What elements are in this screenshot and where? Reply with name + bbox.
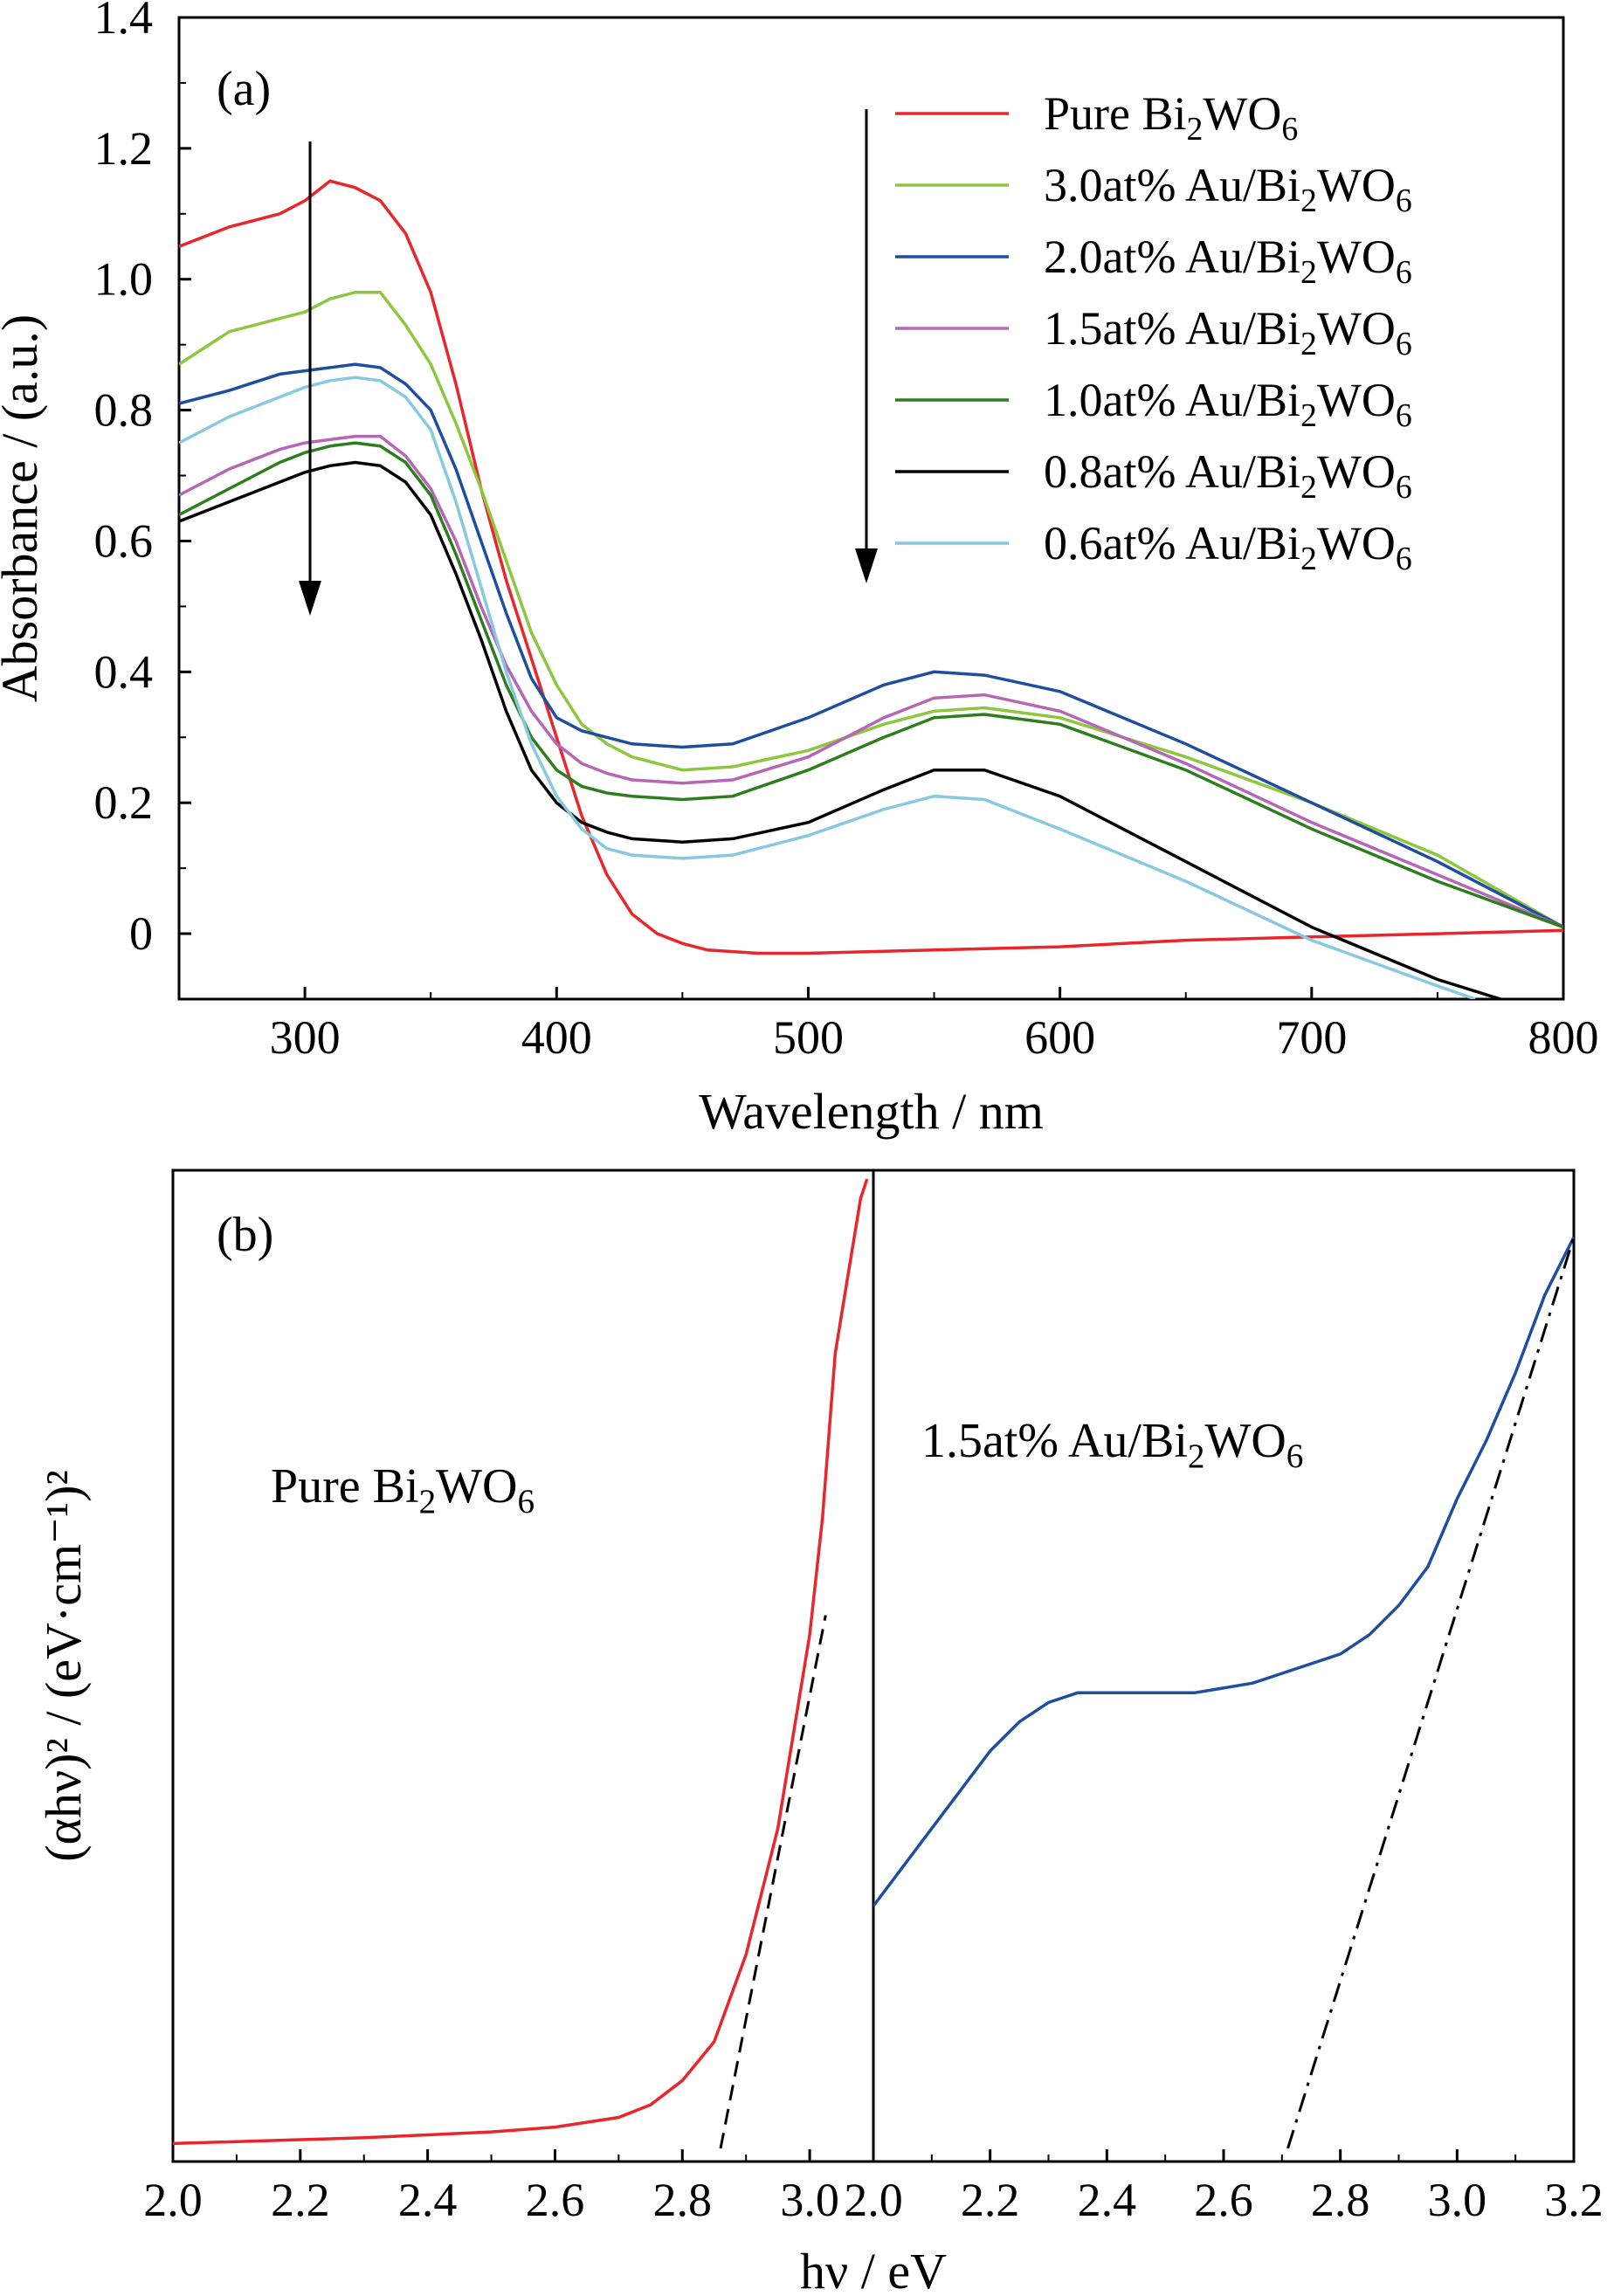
annotation-doped: 1.5at% Au/Bi2WO6 bbox=[921, 1414, 1303, 1475]
y-tick-label: 1.4 bbox=[94, 0, 154, 44]
x-tick-label: 400 bbox=[521, 1011, 592, 1064]
legend-label: 0.6at% Au/Bi2WO6 bbox=[1044, 517, 1412, 577]
legend-label: 3.0at% Au/Bi2WO6 bbox=[1044, 159, 1412, 219]
arrow-head bbox=[855, 548, 878, 583]
x-tick-label: 800 bbox=[1528, 1011, 1599, 1064]
series-line bbox=[179, 362, 1563, 929]
tangent-line bbox=[1286, 1237, 1574, 2149]
x-tick-label: 2.4 bbox=[398, 2174, 458, 2226]
series-line bbox=[179, 376, 1476, 999]
panel-b-x-axis-title: hν / eV bbox=[800, 2243, 947, 2296]
panel-a-label: (a) bbox=[217, 62, 271, 116]
y-tick-label: 0.2 bbox=[94, 776, 154, 829]
panel-b-y-axis-title: (αhν)² / (eV·cm⁻¹)² bbox=[35, 1470, 92, 1862]
x-tick-label: 2.6 bbox=[526, 2174, 585, 2226]
series-line bbox=[179, 290, 1563, 929]
x-tick-label: 2.8 bbox=[1311, 2174, 1370, 2226]
y-tick-label: 1.2 bbox=[94, 122, 154, 175]
panel-b-annotations: Pure Bi2WO6 1.5at% Au/Bi2WO6 bbox=[271, 1414, 1303, 1520]
x-tick-label: 2.0 bbox=[143, 2174, 203, 2226]
x-tick-label: 2.6 bbox=[1194, 2174, 1253, 2226]
x-tick-label: 2.0 bbox=[844, 2174, 903, 2226]
series-line bbox=[173, 1178, 869, 2146]
tangent-line bbox=[719, 1615, 827, 2149]
panel-a-x-axis-title: Wavelength / nm bbox=[699, 1083, 1044, 1140]
panel-a-legend: Pure Bi2WO6 3.0at% Au/Bi2WO6 2.0at% Au/Bi2… bbox=[895, 87, 1412, 577]
x-tick-label: 3.0 bbox=[780, 2174, 839, 2226]
series-line bbox=[873, 1236, 1574, 1907]
x-tick-label: 2.2 bbox=[961, 2174, 1020, 2226]
panel-a-arrows bbox=[299, 109, 878, 616]
x-tick-label: 2.2 bbox=[271, 2174, 330, 2226]
x-tick-label: 300 bbox=[270, 1011, 341, 1064]
x-tick-label: 3.2 bbox=[1544, 2174, 1604, 2226]
y-tick-label: 0.6 bbox=[94, 514, 154, 567]
y-tick-label: 0 bbox=[129, 907, 153, 960]
x-tick-label: 2.8 bbox=[653, 2174, 713, 2226]
legend-label: 2.0at% Au/Bi2WO6 bbox=[1044, 231, 1412, 291]
panel-a-series bbox=[179, 179, 1563, 999]
panel-b: 2.0 2.2 2.4 2.6 2.8 3.0 2.0 2.2 2.4 2.6 2.8 3.0 3.2 … bbox=[35, 1169, 1604, 2296]
x-tick-label: 600 bbox=[1024, 1011, 1095, 1064]
legend-label: 1.0at% Au/Bi2WO6 bbox=[1044, 374, 1412, 434]
panel-a-ticks: 300 400 500 600 700 800 0 0.2 0.4 0.6 0.8 1.0 1.2 1.4 bbox=[94, 0, 1599, 1064]
series-line bbox=[179, 441, 1563, 929]
legend-label: 1.5at% Au/Bi2WO6 bbox=[1044, 302, 1412, 362]
legend-label: Pure Bi2WO6 bbox=[1044, 87, 1298, 148]
panel-b-ticks: 2.0 2.2 2.4 2.6 2.8 3.0 2.0 2.2 2.4 2.6 2.8 3.0 3.2 bbox=[143, 2149, 1604, 2226]
y-tick-label: 1.0 bbox=[94, 253, 154, 306]
panel-b-label: (b) bbox=[217, 1208, 273, 1262]
x-tick-label: 3.0 bbox=[1428, 2174, 1487, 2226]
legend-label: 0.8at% Au/Bi2WO6 bbox=[1044, 445, 1412, 506]
panel-a: 300 400 500 600 700 800 0 0.2 0.4 0.6 0.8 1.0 1.2 1.4… bbox=[0, 0, 1599, 1140]
panel-a-y-axis-title: Absorbance / (a.u.) bbox=[0, 314, 48, 703]
annotation-pure: Pure Bi2WO6 bbox=[271, 1459, 535, 1520]
panel-a-plot-frame bbox=[177, 16, 1565, 1001]
panel-b-series bbox=[173, 1178, 1574, 2149]
x-tick-label: 2.4 bbox=[1078, 2174, 1137, 2226]
y-tick-label: 0.8 bbox=[94, 384, 154, 437]
arrow-head bbox=[299, 581, 321, 616]
series-line bbox=[179, 434, 1563, 929]
x-tick-label: 500 bbox=[773, 1011, 844, 1064]
x-tick-label: 700 bbox=[1276, 1011, 1347, 1064]
y-tick-label: 0.4 bbox=[94, 645, 154, 698]
